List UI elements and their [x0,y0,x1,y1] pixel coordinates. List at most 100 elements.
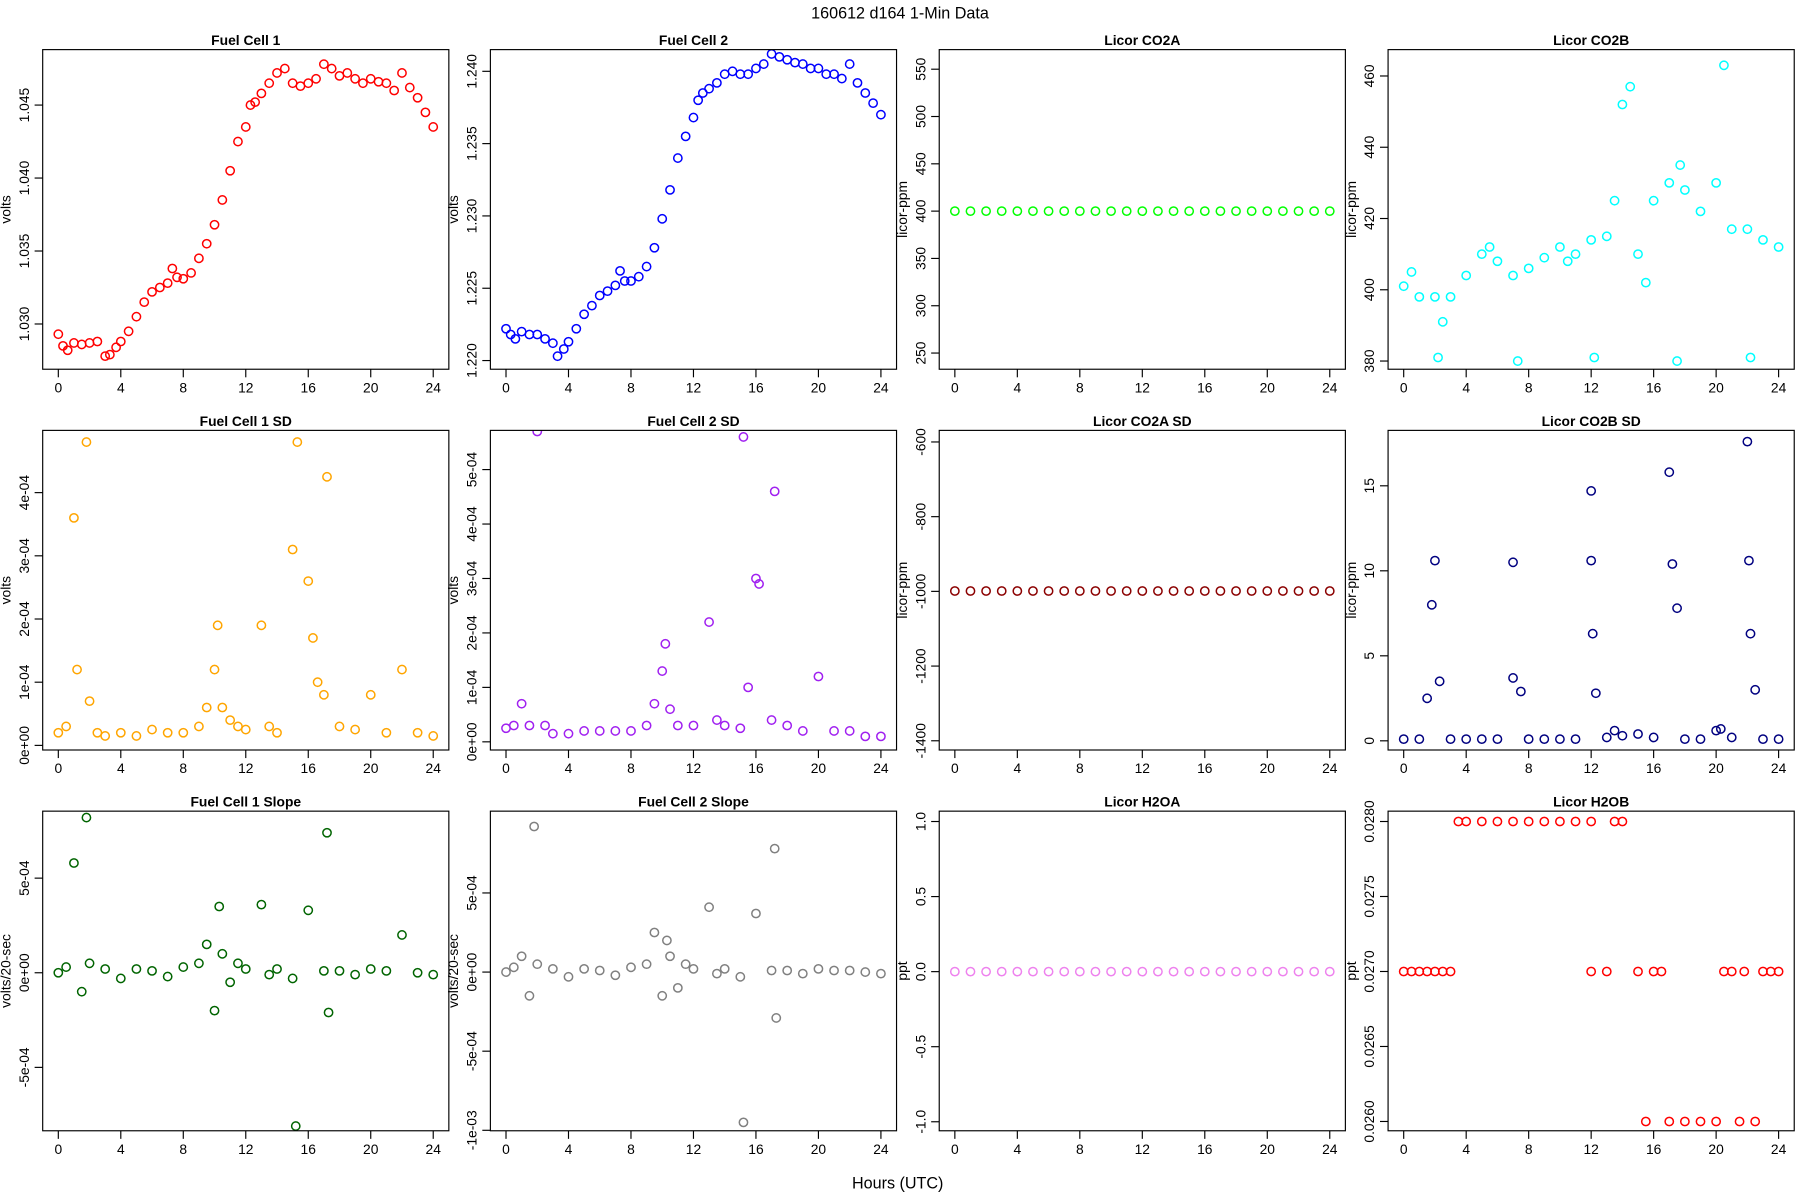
data-point [657,666,668,676]
data-point [829,69,839,80]
data-point [649,927,660,938]
x-tick-label: 20 [363,379,379,395]
data-point [657,990,668,1001]
data-point [868,98,879,109]
data-point [350,724,361,735]
y-tick-label: -1e-03 [464,1110,480,1150]
data-point [1090,206,1101,217]
data-point [665,184,675,195]
data-point [53,727,64,738]
data-point [1074,206,1085,217]
data-point [563,728,574,739]
data-point [719,964,730,974]
data-point [1414,291,1425,302]
data-point [1262,966,1273,977]
data-point [1215,206,1226,217]
data-point [1695,1116,1706,1127]
x-tick-label: 4 [117,379,125,395]
data-point [1640,1116,1651,1127]
data-point [100,964,111,974]
data-point [322,827,332,838]
data-point [1555,242,1565,252]
data-point [844,59,855,69]
x-tick-label: 20 [1260,1141,1276,1157]
data-point [1758,734,1768,745]
data-point [1617,816,1628,827]
y-tick-label: 420 [1361,207,1377,230]
data-point [1262,206,1273,217]
y-tick-label: 400 [1361,278,1377,301]
data-point [1523,734,1534,745]
data-point [1601,966,1612,977]
x-tick-label: 24 [1771,379,1787,395]
data-point [1539,252,1550,263]
x-tick-label: 16 [1197,760,1213,776]
data-point [1609,195,1620,206]
data-point [1324,966,1335,977]
data-point [876,109,886,120]
plot-frame [42,49,450,370]
data-point [1773,734,1784,745]
plot-frame [938,429,1346,751]
data-point [162,727,173,738]
points [501,49,886,362]
data-point [1153,586,1163,596]
data-point [1633,249,1643,260]
data-point [813,63,824,74]
data-point [428,969,439,980]
y-tick-label: 4e-04 [16,475,32,511]
data-point [860,967,871,977]
data-point [1555,734,1565,745]
data-point [303,78,314,89]
data-point [61,721,72,732]
data-point [1656,966,1667,977]
data-point [1262,586,1273,596]
data-point [76,986,87,997]
data-point [1590,688,1601,699]
data-point [365,689,376,700]
data-point [524,990,535,1001]
data-point [738,432,749,442]
data-point [334,965,345,976]
data-point [1508,816,1518,827]
x-tick-label: 16 [301,379,317,395]
y-tick-label: 500 [912,105,928,128]
data-point [1445,966,1456,977]
y-axis-label: ppt [894,961,910,980]
data-point [1028,206,1038,217]
panel-title: Fuel Cell 2 SD [647,413,739,429]
data-point [1043,966,1054,977]
data-point [743,69,754,80]
data-point [510,333,521,344]
data-point [1512,356,1523,366]
data-point [1184,206,1195,217]
data-point [602,286,613,297]
data-point [649,698,660,709]
x-tick-label: 24 [873,760,889,776]
x-tick-label: 24 [426,1141,442,1157]
data-point [501,323,511,334]
panel: Licor CO2B licor-ppm 380 400 420 440 460 0 4 8 12 1… [1343,32,1795,395]
data-point [1309,206,1320,217]
data-point [1625,81,1636,92]
x-tick-label: 20 [811,1141,827,1157]
data-point [1059,966,1070,977]
x-tick-label: 24 [426,760,442,776]
data-point [1648,195,1659,206]
data-point [1672,603,1682,614]
data-point [167,263,178,274]
y-tick-label: -5e-04 [16,1047,32,1087]
data-point [420,107,431,118]
data-point [1734,1116,1745,1127]
data-point [1679,1116,1690,1127]
data-point [610,280,621,291]
x-tick-label: 20 [1708,1141,1724,1157]
x-tick-label: 0 [1400,379,1408,395]
y-axis-label: volts/20-sec [445,934,461,1008]
plot-frame [42,429,450,751]
panel-title: Fuel Cell 1 [211,32,280,48]
data-point [1739,966,1750,977]
data-point [626,276,636,286]
data-point [178,962,189,972]
